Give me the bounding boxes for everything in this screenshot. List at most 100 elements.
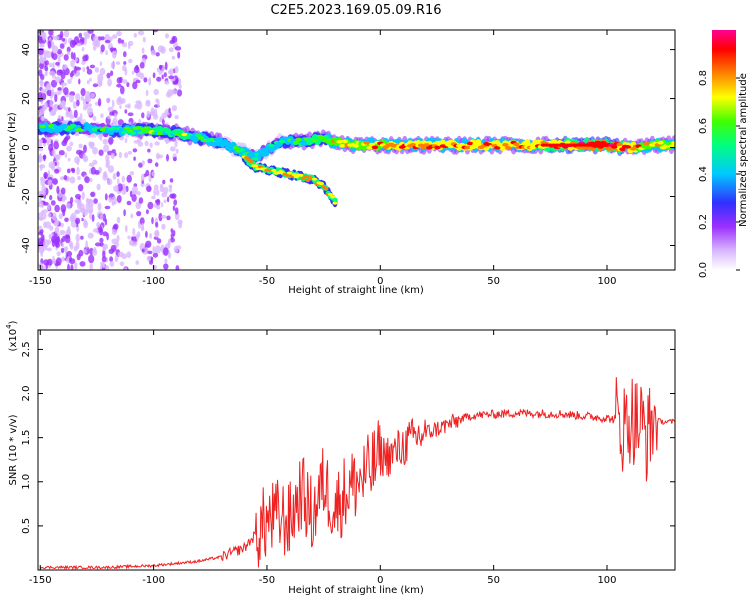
noise-speck [61,140,67,147]
noise-speck [152,245,156,254]
ridge-mark [339,144,346,148]
noise-speck [145,101,151,107]
noise-speck [146,185,152,193]
noise-speck [93,35,99,44]
noise-speck [94,67,100,73]
ridge-mark [189,135,196,140]
noise-speck [83,218,87,226]
snr-y-axis-label: SNR (10 * v/v) [8,414,19,485]
noise-speck [92,83,99,88]
noise-speck [97,36,102,41]
noise-speck [59,43,65,49]
noise-speck [166,215,171,221]
noise-speck [149,142,153,148]
noise-speck [64,235,71,244]
colorbar-tick-label: 0.4 [698,166,709,182]
noise-speck [114,254,119,263]
noise-speck [75,241,80,250]
noise-speck [43,221,47,229]
x-tick-label: -150 [29,276,52,287]
noise-speck [154,245,161,254]
noise-speck [38,153,42,162]
noise-speck [126,82,130,87]
ridge-mark [657,140,664,145]
noise-speck [111,228,118,236]
noise-speck [136,211,142,217]
noise-speck [161,223,166,230]
noise-speck [172,80,179,86]
noise-speck [75,93,81,102]
ridge-mark [363,141,370,145]
noise-speck [133,156,136,161]
noise-speck [156,198,161,206]
noise-speck [137,141,144,147]
spectrogram-panel: -150 -100 -50 0 50 100 -40 -20 0 20 40 Height of … [7,29,676,296]
noise-speck [92,115,97,121]
noise-speck [47,40,52,49]
noise-speck [92,45,97,51]
noise-speck [167,240,171,249]
noise-speck [127,235,131,240]
noise-speck [82,153,87,162]
noise-speck [73,52,76,61]
noise-speck [52,52,58,61]
noise-speck [132,148,138,153]
ridge-mark [194,133,202,137]
noise-speck [115,61,121,65]
ridge-mark [300,142,308,146]
noise-speck [123,51,127,58]
noise-speck [173,245,179,254]
noise-speck [117,183,123,192]
noise-speck [66,145,72,152]
noise-speck [145,209,149,214]
noise-speck [50,200,56,206]
noise-speck [57,87,62,91]
noise-speck [43,171,48,179]
noise-speck [172,230,176,237]
noise-speck [171,89,178,95]
noise-speck [161,74,164,80]
x-tick-label: 50 [487,276,500,287]
noise-speck [48,233,52,240]
noise-speck [74,262,78,270]
y-tick-label: 40 [21,43,32,56]
colorbar-ticks: 0.0 0.2 0.4 0.6 0.8 [698,70,740,278]
noise-speck [178,221,183,229]
noise-speck [80,96,85,101]
chart-title: C2E5.2023.169.05.09.R16 [270,3,441,18]
ridge-mark [262,147,270,151]
noise-speck [152,114,159,120]
branch-mark [330,195,336,199]
noise-speck [60,256,66,262]
noise-speck [82,104,88,111]
ridge-mark [643,141,651,146]
spectrogram-marks [38,30,675,270]
noise-speck [58,213,63,220]
x-tick-label: 0 [377,276,383,287]
noise-speck [77,176,81,181]
noise-speck [69,39,76,48]
noise-speck [163,199,167,204]
x-tick-label: 100 [597,575,616,586]
noise-speck [175,265,180,270]
noise-speck [69,243,74,250]
noise-speck [168,75,175,80]
noise-speck [72,101,78,109]
noise-speck [135,100,142,105]
noise-speck [116,234,120,243]
noise-speck [135,260,139,265]
noise-speck [54,154,61,159]
noise-speck [84,90,91,100]
noise-speck [87,107,93,116]
branch-mark [248,160,254,163]
noise-speck [102,173,108,181]
noise-speck [160,46,166,54]
noise-speck [99,67,106,76]
noise-speck [42,50,49,55]
noise-speck [98,81,103,86]
noise-speck [89,77,92,82]
noise-speck [54,218,60,227]
noise-speck [147,250,153,255]
noise-speck [140,173,145,182]
snr-y-ticks: 0.5 1.0 1.5 2.0 2.5 [21,341,675,534]
